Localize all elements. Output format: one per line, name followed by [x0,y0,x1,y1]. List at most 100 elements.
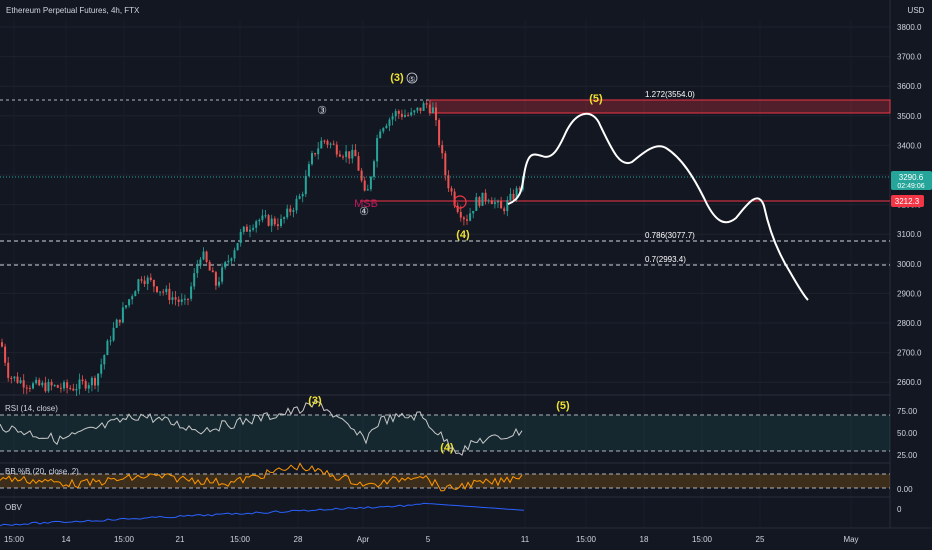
candle-body [87,385,90,389]
candle-body [69,387,72,389]
candle-body [44,382,47,392]
candle-body [121,307,124,323]
candle-body [16,376,19,383]
candlestick-series [1,99,524,397]
candle-body [435,107,437,121]
rsi-tick-50: 50.00 [897,429,918,438]
candle-body [497,201,499,203]
candle-body [447,175,450,189]
candle-body [199,259,202,266]
time-tick-label: 15:00 [576,535,597,544]
candle-body [168,288,171,300]
line-price-value: 3212.3 [895,197,920,206]
rsi-indicator-label[interactable]: RSI (14, close) [5,404,58,413]
rsi-wave5-label: (5) [556,400,570,412]
candle-body [149,277,152,281]
candle-body [295,198,298,211]
last-price-badge: 3290.6 02:49:06 [891,171,932,190]
candle-body [143,280,146,285]
candle-body [335,144,338,155]
countdown-value: 02:49:06 [897,183,924,190]
rsi-wave4-label: (4) [440,442,454,454]
candle-body [72,388,75,391]
candle-body [230,258,233,261]
candle-body [261,215,264,220]
candle-body [484,192,487,201]
candle-body [100,364,103,374]
candle-body [382,128,385,132]
candle-body [472,210,475,214]
candle-body [152,280,155,287]
candle-body [13,376,16,379]
price-tick-label: 2700.0 [897,349,922,358]
candle-body [78,379,81,389]
candle-body [462,217,465,220]
candle-body [236,243,239,251]
vertical-gridlines [13,20,852,528]
price-tick-label: 2600.0 [897,378,922,387]
candle-body [292,210,295,212]
candle-body [174,297,177,300]
candle-body [28,387,31,389]
resistance-zone[interactable] [429,99,891,114]
candle-body [469,213,472,221]
candle-body [419,107,422,111]
candle-body [376,138,379,162]
fib-label-0786: 0.786(3077.7) [645,231,695,240]
time-tick-label: 15:00 [230,535,251,544]
time-tick-label: 21 [176,535,185,544]
candle-body [416,107,419,111]
candle-body [1,342,3,347]
candle-body [286,208,289,218]
candle-body [441,145,444,154]
chart-title: Ethereum Perpetual Futures, 4h, FTX [6,6,140,15]
candle-body [410,112,413,116]
currency-label: USD [908,6,925,15]
candle-body [140,279,143,281]
last-price-value: 3290.6 [899,173,924,182]
candle-body [394,111,397,117]
candle-body [320,140,323,149]
candle-body [81,379,84,382]
candle-body [106,340,109,356]
candle-body [351,149,354,159]
candle-body [317,148,320,155]
candle-body [97,373,100,386]
candle-body [369,176,372,190]
fib-label-1272: 1.272(3554.0) [645,90,695,99]
candle-body [190,286,193,299]
msb-circle-icon [453,195,467,209]
bb-line [0,462,523,492]
candle-body [128,299,131,306]
candle-body [214,272,217,286]
price-tick-label: 3400.0 [897,141,922,150]
obv-indicator-label[interactable]: OBV [5,503,23,512]
candle-body [19,380,22,383]
candle-body [373,161,375,177]
time-axis[interactable]: 15:00 14 15:00 21 15:00 28 Apr 5 11 15:00 18 15:00 2… [4,535,859,544]
candle-body [118,319,121,323]
price-tick-label: 3800.0 [897,23,922,32]
bb-indicator-label[interactable]: BB %B (20, close, 2) [5,467,79,476]
time-tick-label: 5 [426,535,431,544]
candle-body [146,277,149,285]
rsi-band [0,415,890,451]
rsi-tick-25: 25.00 [897,451,918,460]
candle-body [227,260,230,263]
candle-body [487,200,490,202]
candle-body [63,382,65,389]
candle-body [156,286,158,292]
candle-body [249,229,251,232]
candle-body [276,224,279,227]
time-tick-label: 14 [62,535,71,544]
candle-body [490,200,493,204]
time-tick-label: 11 [521,535,530,544]
candle-body [500,201,503,209]
candle-body [311,153,313,165]
time-tick-label: 25 [756,535,765,544]
line-price-badge: 3212.3 [891,195,924,207]
projection-path[interactable] [507,112,809,301]
candle-body [348,151,351,159]
candle-body [180,299,183,302]
